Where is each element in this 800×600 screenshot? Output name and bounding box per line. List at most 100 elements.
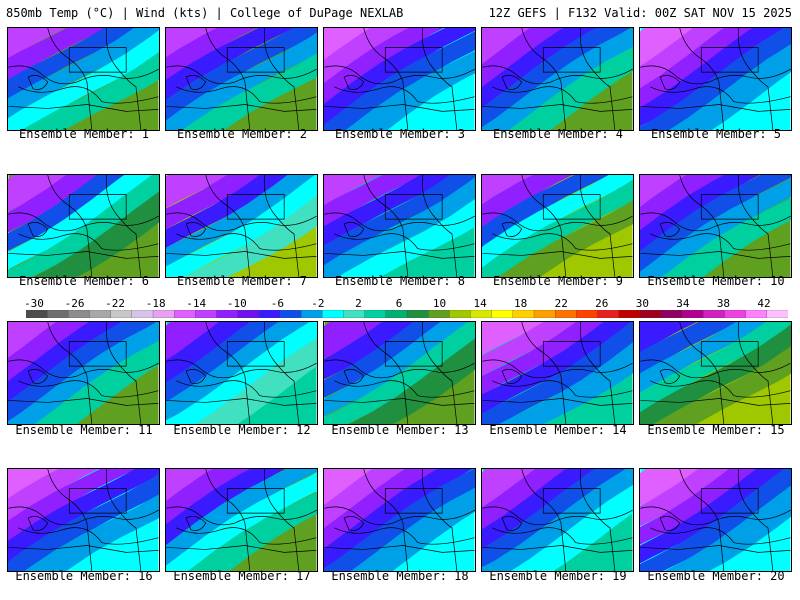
colorbar-tick-label: -14 <box>186 297 207 310</box>
map-outline <box>205 28 251 130</box>
map-outline <box>384 488 443 514</box>
map-outline <box>27 75 49 90</box>
map-outline <box>482 359 633 379</box>
colorbar-tick-label: 26 <box>595 297 609 310</box>
map-outline <box>343 75 365 90</box>
colorbar-swatch <box>89 310 112 318</box>
map-outline <box>521 175 567 277</box>
map-outline <box>737 175 774 277</box>
map-outline <box>263 28 300 130</box>
colorbar-tick-label: 42 <box>757 297 771 310</box>
map-outline <box>8 545 159 553</box>
colorbar-tick-label: 38 <box>716 297 731 310</box>
temperature-field <box>8 175 159 277</box>
member-caption: Ensemble Member: 12 <box>173 423 311 437</box>
map-outline <box>205 175 251 277</box>
ensemble-map-panel <box>639 27 792 131</box>
map-outline <box>324 251 475 259</box>
member-caption: Ensemble Member: 5 <box>650 127 782 141</box>
ensemble-map-panel <box>481 468 634 572</box>
map-outline <box>185 222 207 237</box>
map-outline <box>363 322 409 424</box>
ensemble-map-panel <box>7 321 160 425</box>
map-outline <box>640 251 791 259</box>
colorbar-swatch <box>660 310 683 318</box>
colorbar-swatch <box>343 310 366 318</box>
member-caption: Ensemble Member: 6 <box>18 274 150 288</box>
map-outline <box>343 369 365 384</box>
map-outline <box>47 322 93 424</box>
map-outline <box>324 506 475 526</box>
map-outline <box>205 469 251 571</box>
map-outline <box>492 380 633 398</box>
map-outline <box>659 75 681 90</box>
map-outline <box>263 175 300 277</box>
colorbar-swatch <box>26 310 48 318</box>
map-outline <box>324 212 475 232</box>
map-outline <box>27 369 49 384</box>
map-outline <box>343 222 365 237</box>
colorbar-tick-label: 6 <box>395 297 403 310</box>
map-outline <box>8 359 159 379</box>
map-outline <box>324 359 475 379</box>
map-outline <box>679 175 725 277</box>
map-outline <box>421 28 458 130</box>
map-outline <box>521 28 567 130</box>
member-caption: Ensemble Member: 17 <box>173 569 311 583</box>
member-caption: Ensemble Member: 8 <box>334 274 466 288</box>
map-outline <box>105 28 142 130</box>
map-outline <box>176 86 317 104</box>
colorbar-swatch <box>279 310 302 318</box>
map-outline <box>482 506 633 526</box>
map-outline <box>18 380 159 398</box>
ensemble-map-panel <box>7 174 160 278</box>
colorbar-tick-label: -18 <box>145 297 166 310</box>
map-title: 850mb Temp (°C) | Wind (kts) | College o… <box>6 6 404 20</box>
member-caption: Ensemble Member: 9 <box>492 274 624 288</box>
map-outline <box>334 86 475 104</box>
map-outline <box>176 233 317 251</box>
ensemble-map-panel <box>7 27 160 131</box>
colorbar-tick-label: -10 <box>226 297 247 310</box>
colorbar-swatch <box>766 310 788 318</box>
map-outline <box>334 527 475 545</box>
map-outline <box>482 545 633 553</box>
colorbar-tick-label: -22 <box>105 297 126 310</box>
map-outline <box>421 322 458 424</box>
map-outline <box>185 75 207 90</box>
map-outline <box>166 65 317 85</box>
map-outline <box>679 469 725 571</box>
map-outline <box>68 341 127 367</box>
colorbar-swatch <box>555 310 577 318</box>
map-outline <box>324 104 475 112</box>
map-outline <box>166 251 317 259</box>
map-outline <box>542 194 601 220</box>
map-outline <box>226 341 285 367</box>
map-outline <box>650 527 791 545</box>
map-outline <box>68 488 127 514</box>
map-outline <box>482 398 633 406</box>
map-outline <box>47 469 93 571</box>
temperature-field <box>482 175 633 277</box>
ensemble-map-panel <box>323 468 476 572</box>
map-outline <box>640 506 791 526</box>
temperature-field <box>482 322 633 424</box>
colorbar-swatch <box>512 310 535 318</box>
map-outline <box>18 527 159 545</box>
colorbar-tick-label: 30 <box>635 297 649 310</box>
colorbar-tick-label: -2 <box>311 297 325 310</box>
ensemble-map-panel <box>165 468 318 572</box>
member-caption: Ensemble Member: 19 <box>489 569 627 583</box>
colorbar-swatch <box>174 310 196 318</box>
map-outline <box>8 251 159 259</box>
map-outline <box>659 516 681 531</box>
map-outline <box>501 222 523 237</box>
ensemble-map-panel <box>165 174 318 278</box>
colorbar-swatch <box>682 310 704 318</box>
map-outline <box>640 104 791 112</box>
member-caption: Ensemble Member: 14 <box>489 423 627 437</box>
map-outline <box>324 398 475 406</box>
colorbar-swatch <box>385 310 408 318</box>
map-outline <box>18 86 159 104</box>
map-outline <box>659 222 681 237</box>
